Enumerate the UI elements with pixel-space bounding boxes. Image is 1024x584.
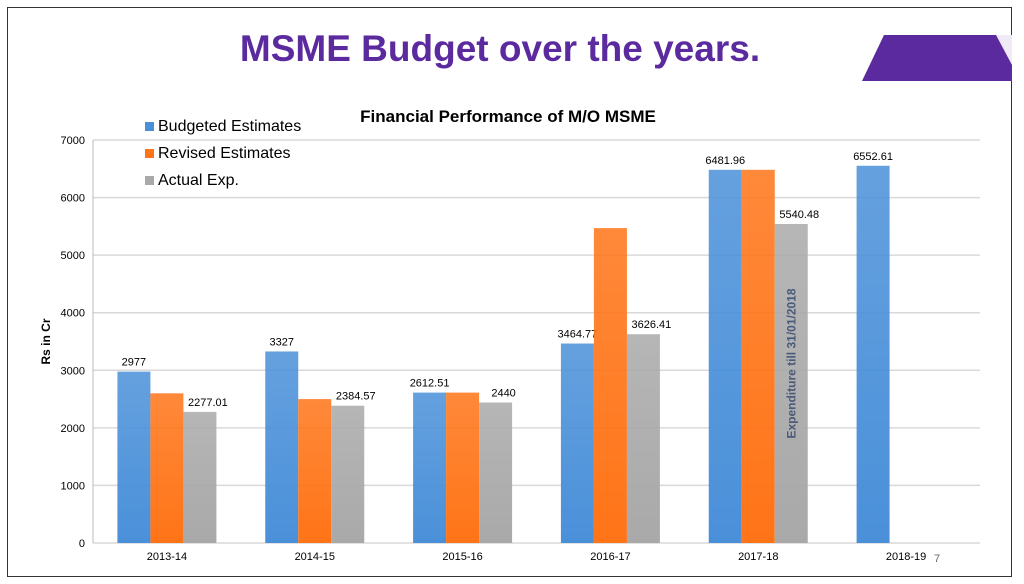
bar-actual-exp--2015-16 [479,402,513,543]
data-label: 6552.61 [853,151,893,163]
bar-revised-estimates-2014-15 [298,399,332,543]
y-tick-label: 4000 [61,308,85,320]
data-label: 2277.01 [188,397,228,409]
bar-actual-exp--2013-14 [183,411,217,543]
x-tick-label: 2018-19 [886,551,926,563]
bar-revised-estimates-2016-17 [593,228,627,543]
y-tick-label: 0 [79,538,85,550]
legend-swatch [145,149,154,158]
bar-budgeted-estimates-2014-15 [265,351,299,543]
y-tick-label: 3000 [61,365,85,377]
y-tick-label: 5000 [61,250,85,262]
bar-actual-exp--2014-15 [331,405,365,543]
y-axis-label: Rs in Cr [39,318,53,364]
data-label: 2612.51 [410,378,450,390]
bar-budgeted-estimates-2015-16 [413,392,447,543]
x-tick-label: 2016-17 [590,551,630,563]
data-label: 3464.77 [558,329,598,341]
legend-label: Budgeted Estimates [158,118,301,135]
legend-swatch [145,122,154,131]
data-label: 3327 [270,336,294,348]
bar-budgeted-estimates-2013-14 [117,371,151,543]
x-tick-label: 2013-14 [147,551,187,563]
page-number: 7 [934,553,941,565]
annotation: Expenditure till 31/01/2018 [784,288,798,438]
data-label: 6481.96 [705,155,745,167]
data-label: 2384.57 [336,391,376,403]
legend-swatch [145,176,154,185]
x-tick-label: 2014-15 [295,551,335,563]
data-label: 5540.48 [779,209,819,221]
slide-title: MSME Budget over the years. [239,28,761,69]
bar-actual-exp--2016-17 [626,334,660,543]
decorative-banner [862,35,1012,81]
legend-label: Revised Estimates [158,145,291,162]
bar-budgeted-estimates-2016-17 [560,343,594,543]
bar-budgeted-estimates-2018-19 [856,165,890,543]
data-label: 3626.41 [632,319,672,331]
bar-revised-estimates-2015-16 [446,392,480,543]
bar-budgeted-estimates-2017-18 [708,169,742,543]
bar-revised-estimates-2017-18 [741,169,775,543]
x-tick-label: 2017-18 [738,551,778,563]
data-label: 2977 [122,357,146,369]
y-tick-label: 6000 [61,193,85,205]
chart-title: Financial Performance of M/O MSME [360,107,656,126]
y-tick-label: 2000 [61,423,85,435]
legend-label: Actual Exp. [158,172,239,189]
x-tick-label: 2015-16 [442,551,482,563]
bar-actual-exp--2017-18 [774,224,808,543]
data-label: 2440 [491,388,515,400]
y-tick-label: 1000 [61,480,85,492]
y-tick-label: 7000 [61,135,85,147]
bar-revised-estimates-2013-14 [150,393,184,543]
